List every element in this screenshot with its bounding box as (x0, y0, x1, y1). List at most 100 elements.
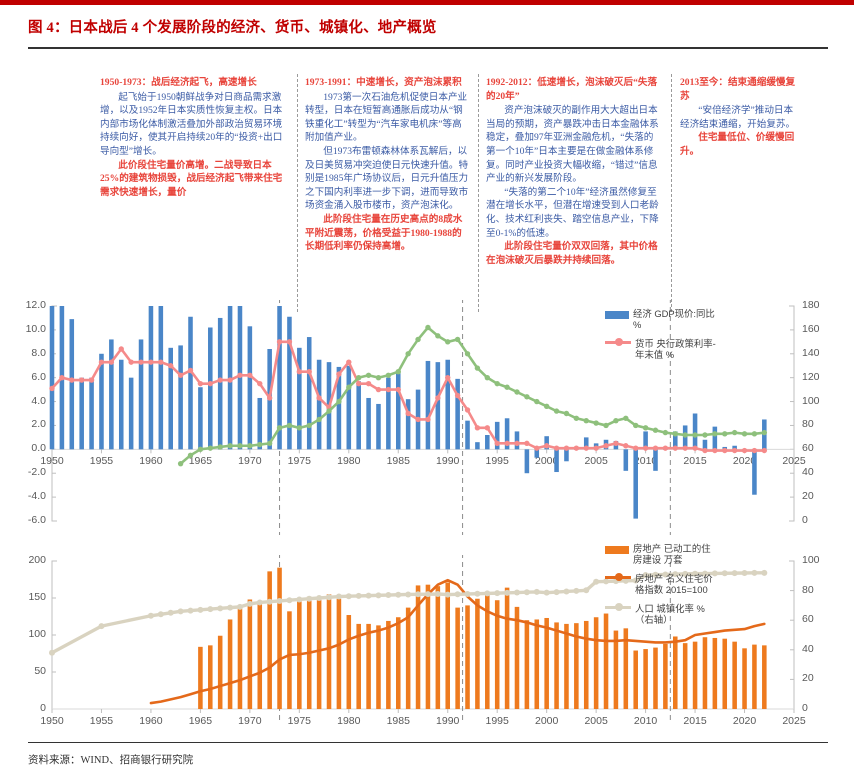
y-axis-tick-right: 0 (802, 514, 808, 526)
y-axis-tick-left: 150 (28, 591, 46, 603)
figure-title: 图 4：日本战后 4 个发展阶段的经济、货币、城镇化、地产概览 (28, 20, 437, 36)
source-note: 资料来源：WIND、招商银行研究院 (28, 755, 194, 766)
legend-marker-dot (615, 338, 623, 347)
y-axis-tick-left: 0 (40, 702, 46, 714)
y-axis-tick-left: 12.0 (25, 299, 46, 311)
legend-item[interactable]: 房地产 名义住宅价格指数 2015=100 (605, 573, 721, 596)
y-axis-tick-right: 180 (802, 299, 820, 311)
y-axis-tick-right: 100 (802, 394, 820, 407)
legend-label: 货币 央行政策利率-年末值 % (635, 337, 716, 361)
phase-divider-2 (478, 74, 479, 312)
chart-legend: 房地产 已动工的住房建设 万套 房地产 名义住宅价格指数 2015=100 人口 城… (605, 543, 721, 633)
x-axis-tick: 1975 (287, 715, 312, 727)
y-axis-tick-right: 20 (802, 672, 814, 685)
legend-label: 房地产 已动工的住房建设 万套 (633, 543, 711, 566)
y-axis-tick-right: 60 (802, 613, 814, 626)
brand-top-rule (0, 0, 854, 5)
y-axis-tick-right: 60 (802, 442, 814, 455)
x-axis-tick: 1995 (485, 455, 509, 468)
x-axis-tick: 1970 (238, 455, 262, 468)
x-axis-tick: 2010 (633, 455, 658, 468)
y-axis-tick-right: 80 (802, 583, 814, 596)
x-axis-tick: 1985 (386, 715, 410, 727)
annotation-body: 1973第一次石油危机促使日本产业转型，日本在短暂高通胀后成功从“钢铁重化工”转… (305, 91, 468, 144)
legend-label: 经济 GDP现价:同比 % (633, 308, 715, 331)
legend-label: 人口 城镇化率 %（右轴） (635, 602, 705, 626)
x-axis-tick: 1955 (89, 715, 114, 727)
y-axis-tick-left: 50 (34, 665, 46, 677)
legend-line-swatch (605, 603, 631, 612)
annotation-heading: 1992-2012：低速增长，泡沫破灭后“失落的20年” (486, 77, 658, 102)
annotation-phase-1: 1950-1973：战后经济起飞，高速增长 起飞始于1950朝鲜战争对日商品需求… (100, 76, 290, 199)
y-axis-tick-left: -2.0 (27, 466, 46, 479)
y-axis-tick-right: 80 (802, 418, 814, 431)
y-axis-tick-left: -6.0 (27, 514, 46, 526)
y-axis-tick-right: 0 (802, 702, 808, 714)
y-axis-tick-left: 0.0 (31, 442, 46, 455)
y-axis-tick-right: 20 (802, 490, 814, 503)
legend-bar-swatch (605, 546, 629, 554)
y-axis-tick-right: 40 (802, 642, 814, 655)
x-axis-tick: 2015 (683, 715, 707, 727)
legend-item[interactable]: 人口 城镇化率 %（右轴） (605, 603, 721, 626)
legend-item[interactable]: 房地产 已动工的住房建设 万套 (605, 543, 721, 566)
y-axis-tick-left: 100 (28, 628, 46, 640)
x-axis-tick: 1965 (188, 715, 213, 727)
annotation-body: 但1973布雷顿森林体系瓦解后，以及日美贸易冲突迫使日元快速升值。特别是1985… (305, 146, 469, 212)
legend-marker-dot (615, 603, 623, 612)
annotation-highlight: 住宅量低位、价缓慢回升。 (680, 132, 795, 158)
x-axis-tick: 1990 (436, 455, 460, 468)
legend-item[interactable]: 经济 GDP现价:同比 % (605, 308, 721, 331)
x-axis-tick: 1970 (238, 715, 262, 727)
y-axis-tick-right: 140 (802, 346, 820, 359)
source-divider (28, 742, 828, 743)
y-axis-tick-left: 200 (28, 554, 46, 566)
x-axis-tick: 1965 (188, 455, 213, 468)
y-axis-tick-right: 40 (802, 466, 814, 479)
legend-label: 房地产 名义住宅价格指数 2015=100 (635, 572, 713, 596)
annotation-highlight: 此价段住宅量价高增。二战导致日本25%的建筑物损毁，战后经济起飞带来住宅需求快速… (100, 159, 283, 198)
annotation-phase-2: 1973-1991：中速增长，资产泡沫累积 1973第一次石油危机促使日本产业转… (305, 76, 470, 254)
y-axis-tick-right: 120 (802, 370, 820, 383)
x-axis-tick: 2020 (732, 715, 757, 727)
annotation-phase-4: 2013至今：结束通缩缓慢复苏 “安倍经济学”推动日本经济结束通缩，开始复苏。 … (680, 76, 800, 159)
title-divider (28, 47, 828, 49)
legend-line-swatch (605, 338, 631, 347)
x-axis-tick: 1950 (40, 715, 64, 727)
x-axis-tick: 1960 (139, 715, 163, 727)
y-axis-tick-right: 100 (802, 554, 820, 566)
annotation-highlight: 此阶段住宅量在历史高点的8成水平附近震荡，价格受益于1980-1988的长期低利… (305, 214, 463, 253)
legend-marker-dot (615, 573, 623, 582)
annotation-body: “失落的第二个10年”经济虽然修复至潜在增长水平，但潜在增速受到人口老龄化、技术… (486, 186, 659, 239)
x-axis-tick: 2015 (683, 455, 707, 468)
y-axis-tick-left: 2.0 (31, 418, 46, 431)
annotation-body: “安倍经济学”推动日本经济结束通缩，开始复苏。 (680, 105, 796, 130)
x-axis-tick: 1995 (485, 715, 509, 727)
legend-item[interactable]: 货币 央行政策利率-年末值 % (605, 338, 721, 361)
annotation-highlight: 此阶段住宅量价双双回落，其中价格在泡沫破灭后暴跌并持续回落。 (486, 241, 658, 266)
phase-divider-3 (671, 74, 672, 312)
y-axis-tick-left: 8.0 (31, 346, 46, 359)
x-axis-tick: 2005 (584, 715, 608, 727)
x-axis-tick: 1955 (89, 455, 114, 468)
x-axis-tick: 1975 (287, 455, 312, 468)
x-axis-tick: 1990 (436, 715, 460, 727)
annotation-body: 起飞始于1950朝鲜战争对日商品需求激增，以及1952年日本实质性恢复主权。日本… (100, 91, 283, 158)
y-axis-tick-left: -4.0 (27, 490, 46, 503)
annotation-body: 资产泡沫破灭的副作用大大超出日本当局的预期，资产暴跌冲击日本金融体系稳定，叠加9… (486, 105, 659, 185)
y-axis-tick-left: 6.0 (31, 370, 46, 383)
y-axis-tick-right: 160 (802, 322, 820, 335)
x-axis-tick: 2010 (633, 715, 658, 727)
phase-divider-1 (297, 74, 298, 312)
annotation-heading: 1973-1991：中速增长，资产泡沫累积 (305, 77, 462, 88)
x-axis-tick: 2000 (534, 455, 559, 468)
annotation-heading: 1950-1973：战后经济起飞，高速增长 (100, 77, 257, 88)
housing-chart: 200 150 100 50 0 100 80 60 40 20 0 1950 1955 1960 1965… (0, 543, 854, 730)
macro-chart: 12.0 10.0 8.0 6.0 4.0 2.0 0.0 -2.0 -4.0 -6.0 180 16… (0, 299, 854, 540)
y-axis-tick-left: 4.0 (31, 394, 46, 407)
annotation-columns: 1950-1973：战后经济起飞，高速增长 起飞始于1950朝鲜战争对日商品需求… (100, 74, 840, 312)
annotation-heading: 2013至今：结束通缩缓慢复苏 (680, 77, 796, 102)
annotation-phase-3: 1992-2012：低速增长，泡沫破灭后“失落的20年” 资产泡沫破灭的副作用大… (486, 76, 661, 268)
x-axis-tick: 2005 (584, 455, 608, 468)
x-axis-tick: 2000 (534, 715, 559, 727)
